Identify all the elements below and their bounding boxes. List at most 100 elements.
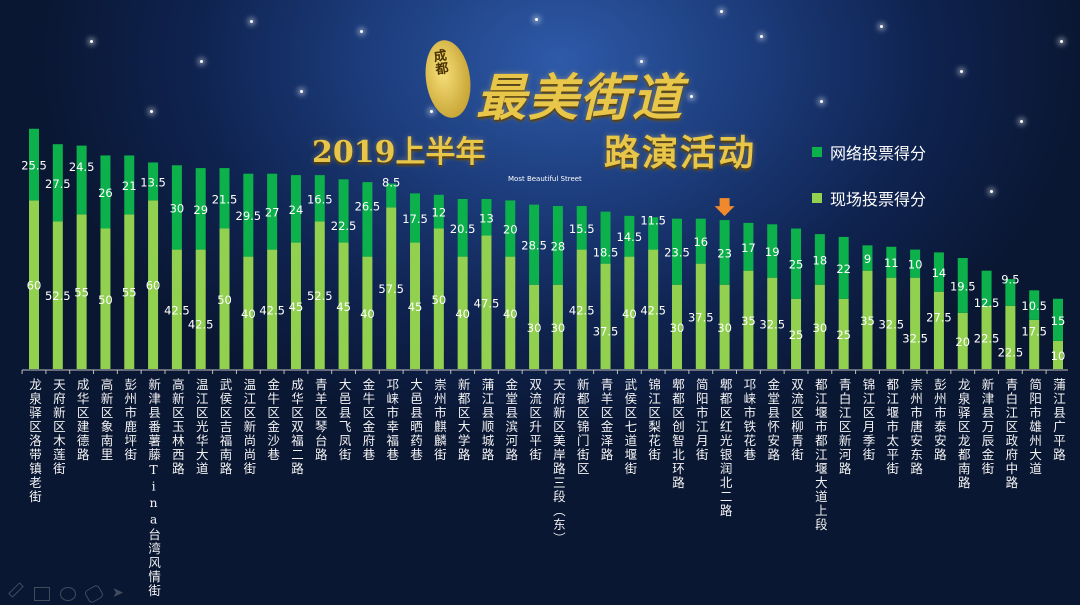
x-tick-label: 新都区大学路: [455, 378, 471, 462]
value-label-online: 28: [551, 239, 566, 253]
value-label-onsite: 55: [74, 286, 89, 300]
value-label-online: 13.5: [140, 175, 166, 189]
value-label-online: 25: [789, 258, 804, 272]
x-tick-label: 武侯区吉福南路: [217, 378, 233, 476]
bar-onsite: [314, 221, 325, 369]
bar-onsite: [862, 270, 873, 369]
bar-onsite: [362, 256, 373, 369]
value-label-online: 21.5: [212, 192, 238, 206]
value-label-onsite: 42.5: [188, 317, 214, 331]
value-label-onsite: 37.5: [593, 324, 619, 338]
bar-online: [1029, 290, 1040, 320]
value-label-onsite: 45: [408, 300, 423, 314]
bar-online: [624, 215, 635, 257]
bar-online: [410, 193, 421, 243]
star: [360, 30, 363, 33]
value-label-online: 25.5: [21, 159, 47, 173]
bar-online: [386, 183, 397, 208]
value-label-online: 27.5: [45, 177, 71, 191]
x-tick-label: 高新区玉林西路: [169, 378, 185, 476]
value-label-online: 18.5: [593, 246, 619, 260]
value-label-online: 16.5: [307, 192, 333, 206]
value-label-online: 22.5: [331, 219, 357, 233]
value-label-onsite: 40: [241, 307, 256, 321]
slides-icon[interactable]: [34, 587, 50, 601]
legend-swatch-online: [812, 147, 822, 157]
value-label-onsite: 17.5: [1021, 324, 1047, 338]
value-label-online: 14: [932, 266, 947, 280]
bar-online: [957, 258, 968, 313]
bar-onsite: [767, 277, 778, 369]
bar-onsite: [386, 207, 397, 369]
value-label-online: 26.5: [355, 199, 381, 213]
value-label-online: 9: [864, 252, 871, 266]
value-label-online: 21: [122, 179, 137, 193]
bar-online: [505, 200, 516, 257]
bar-onsite: [267, 249, 278, 369]
bar-onsite: [410, 242, 421, 369]
bar-online: [290, 175, 301, 243]
bar-onsite: [1053, 340, 1063, 369]
x-tick-label: 邛崃市铁花巷: [741, 378, 757, 462]
bar-onsite: [671, 284, 682, 369]
bar-online: [529, 204, 540, 285]
bar-online: [195, 168, 206, 250]
star: [250, 20, 253, 23]
value-label-onsite: 60: [146, 279, 161, 293]
bar-online: [791, 228, 802, 299]
value-label-onsite: 32.5: [902, 331, 928, 345]
bar-online: [862, 245, 873, 271]
x-tick-label: 新津县番薯藤Tina台湾风情街: [146, 378, 162, 598]
bar-onsite: [624, 256, 635, 369]
bar-onsite: [791, 298, 802, 369]
bar-online: [1005, 279, 1016, 306]
value-label-onsite: 50: [432, 293, 447, 307]
star: [990, 190, 993, 193]
bar-onsite: [433, 228, 444, 369]
x-tick-label: 龙泉驿区洛带镇老街: [27, 378, 42, 504]
value-label-onsite: 25: [789, 328, 804, 342]
x-tick-label: 彭州市泰安路: [931, 378, 947, 462]
legend-online: 网络投票得分: [812, 140, 926, 164]
bar-onsite: [219, 228, 230, 369]
x-tick-label: 成华区建德路: [74, 378, 90, 462]
bar-online: [719, 220, 730, 285]
star: [960, 70, 963, 73]
value-label-online: 29: [193, 203, 208, 217]
value-label-onsite: 30: [813, 321, 828, 335]
star: [640, 60, 643, 63]
value-label-onsite: 32.5: [759, 317, 785, 331]
star: [880, 25, 883, 28]
bar-online: [743, 222, 754, 271]
bar-onsite: [505, 256, 516, 369]
x-tick-label: 双流区柳青街: [789, 378, 805, 462]
bar-online: [600, 211, 611, 264]
presentation-toolbar: ➤: [8, 582, 126, 605]
x-tick-label: 龙泉驿区龙都南路: [955, 378, 971, 490]
value-label-online: 10.5: [1021, 299, 1047, 313]
bar-onsite: [1029, 319, 1040, 369]
legend-label-onsite: 现场投票得分: [830, 190, 927, 209]
eraser-icon[interactable]: [60, 587, 76, 601]
bar-onsite: [124, 214, 135, 369]
pointer-icon[interactable]: ➤: [112, 585, 124, 601]
bar-onsite: [338, 242, 349, 369]
value-label-online: 30: [170, 201, 185, 215]
value-label-onsite: 32.5: [878, 317, 904, 331]
bar-online: [52, 144, 63, 222]
bar-onsite: [719, 284, 730, 369]
bar-online: [767, 224, 778, 278]
x-tick-label: 郫都区创智北环路: [669, 378, 685, 490]
bar-online: [219, 168, 230, 229]
value-label-online: 15: [1051, 314, 1066, 328]
bar-online: [910, 249, 921, 278]
title-main: 最美街道: [476, 68, 684, 127]
value-label-onsite: 35: [741, 314, 756, 328]
value-label-onsite: 50: [98, 293, 113, 307]
star: [1020, 120, 1023, 123]
bar-online: [1053, 298, 1063, 341]
bar-onsite: [910, 277, 921, 369]
x-tick-label: 简阳市雄州大道: [1027, 378, 1043, 476]
value-label-online: 10: [908, 258, 923, 272]
value-label-online: 20.5: [450, 222, 476, 236]
